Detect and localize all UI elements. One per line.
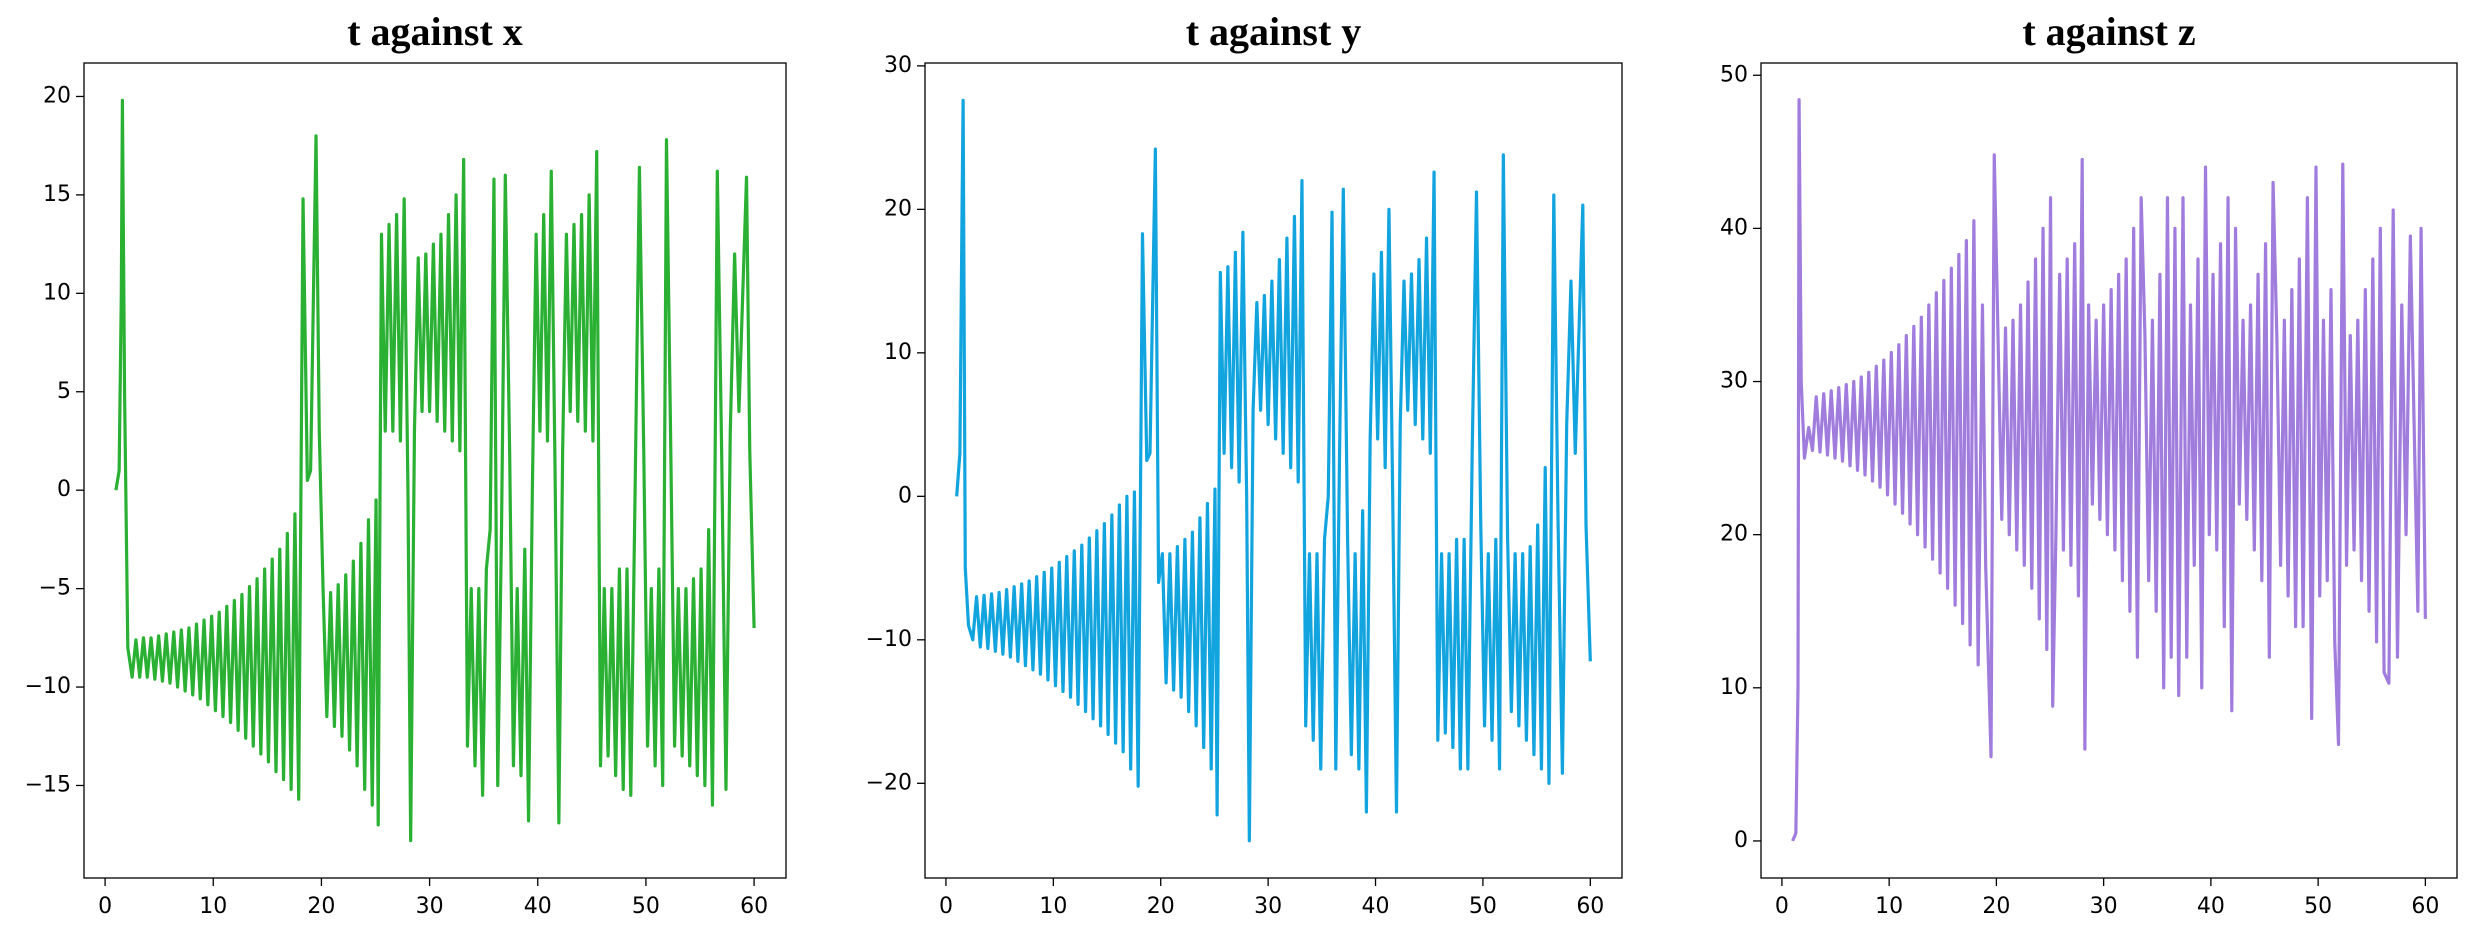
axes-frame <box>83 62 787 879</box>
x-tick-label: 50 <box>632 894 660 919</box>
x-tick-label: 30 <box>1254 894 1282 919</box>
plot-area <box>955 98 1592 843</box>
y-tick-label: 5 <box>57 379 71 404</box>
y-tick-label: 10 <box>43 280 71 305</box>
chart-title: t against y <box>1186 9 1362 54</box>
subplot: t against z 0 10 20 30 40 50 60 0 10 20 30 40 50 <box>1720 9 2458 919</box>
subplot: t against y 0 10 20 30 40 50 60 −20 −10 0 10 20 30 <box>866 9 1623 919</box>
x-tick-label: 20 <box>307 894 335 919</box>
y-tick-label: 30 <box>884 53 912 78</box>
subplot: t against x 0 10 20 30 40 50 60 −15 −10 −5 0 5 10 15 20 <box>25 9 787 919</box>
y-tick-label: 10 <box>1720 675 1748 700</box>
y-tick-label: 30 <box>1720 369 1748 394</box>
axes-frame <box>1760 62 2458 879</box>
y-tick-label: −20 <box>866 770 912 795</box>
x-tick-label: 20 <box>1147 894 1175 919</box>
plot-area <box>1791 98 2427 842</box>
data-line <box>114 98 756 843</box>
y-tick-label: 0 <box>1734 828 1748 853</box>
x-tick-label: 50 <box>2304 894 2332 919</box>
x-tick-label: 60 <box>740 894 768 919</box>
x-tick-label: 10 <box>1875 894 1903 919</box>
y-tick-label: −10 <box>25 674 71 699</box>
y-tick-label: −5 <box>39 576 71 601</box>
chart-title: t against z <box>2022 9 2195 54</box>
y-tick-label: 20 <box>884 196 912 221</box>
x-tick-label: 0 <box>939 894 953 919</box>
y-tick-label: 0 <box>898 483 912 508</box>
x-tick-label: 40 <box>1362 894 1390 919</box>
x-tick-label: 10 <box>199 894 227 919</box>
x-tick-label: 10 <box>1039 894 1067 919</box>
x-tick-label: 0 <box>98 894 112 919</box>
y-tick-label: 10 <box>884 340 912 365</box>
y-tick-label: 40 <box>1720 215 1748 240</box>
x-tick-label: 40 <box>524 894 552 919</box>
axes-frame <box>924 62 1623 879</box>
x-tick-label: 60 <box>2411 894 2439 919</box>
chart-title: t against x <box>347 9 523 54</box>
data-line <box>1791 98 2427 842</box>
x-tick-label: 0 <box>1775 894 1789 919</box>
x-tick-label: 30 <box>416 894 444 919</box>
y-tick-label: 15 <box>43 182 71 207</box>
x-tick-label: 60 <box>1576 894 1604 919</box>
plot-area <box>114 98 756 843</box>
y-tick-label: 20 <box>1720 522 1748 547</box>
y-tick-label: −10 <box>866 627 912 652</box>
y-tick-label: −15 <box>25 772 71 797</box>
x-tick-label: 20 <box>1982 894 2010 919</box>
x-tick-label: 30 <box>2090 894 2118 919</box>
y-tick-label: 50 <box>1720 62 1748 87</box>
x-tick-label: 50 <box>1469 894 1497 919</box>
x-tick-label: 40 <box>2197 894 2225 919</box>
data-line <box>955 98 1592 843</box>
y-tick-label: 0 <box>57 477 71 502</box>
y-tick-label: 20 <box>43 83 71 108</box>
